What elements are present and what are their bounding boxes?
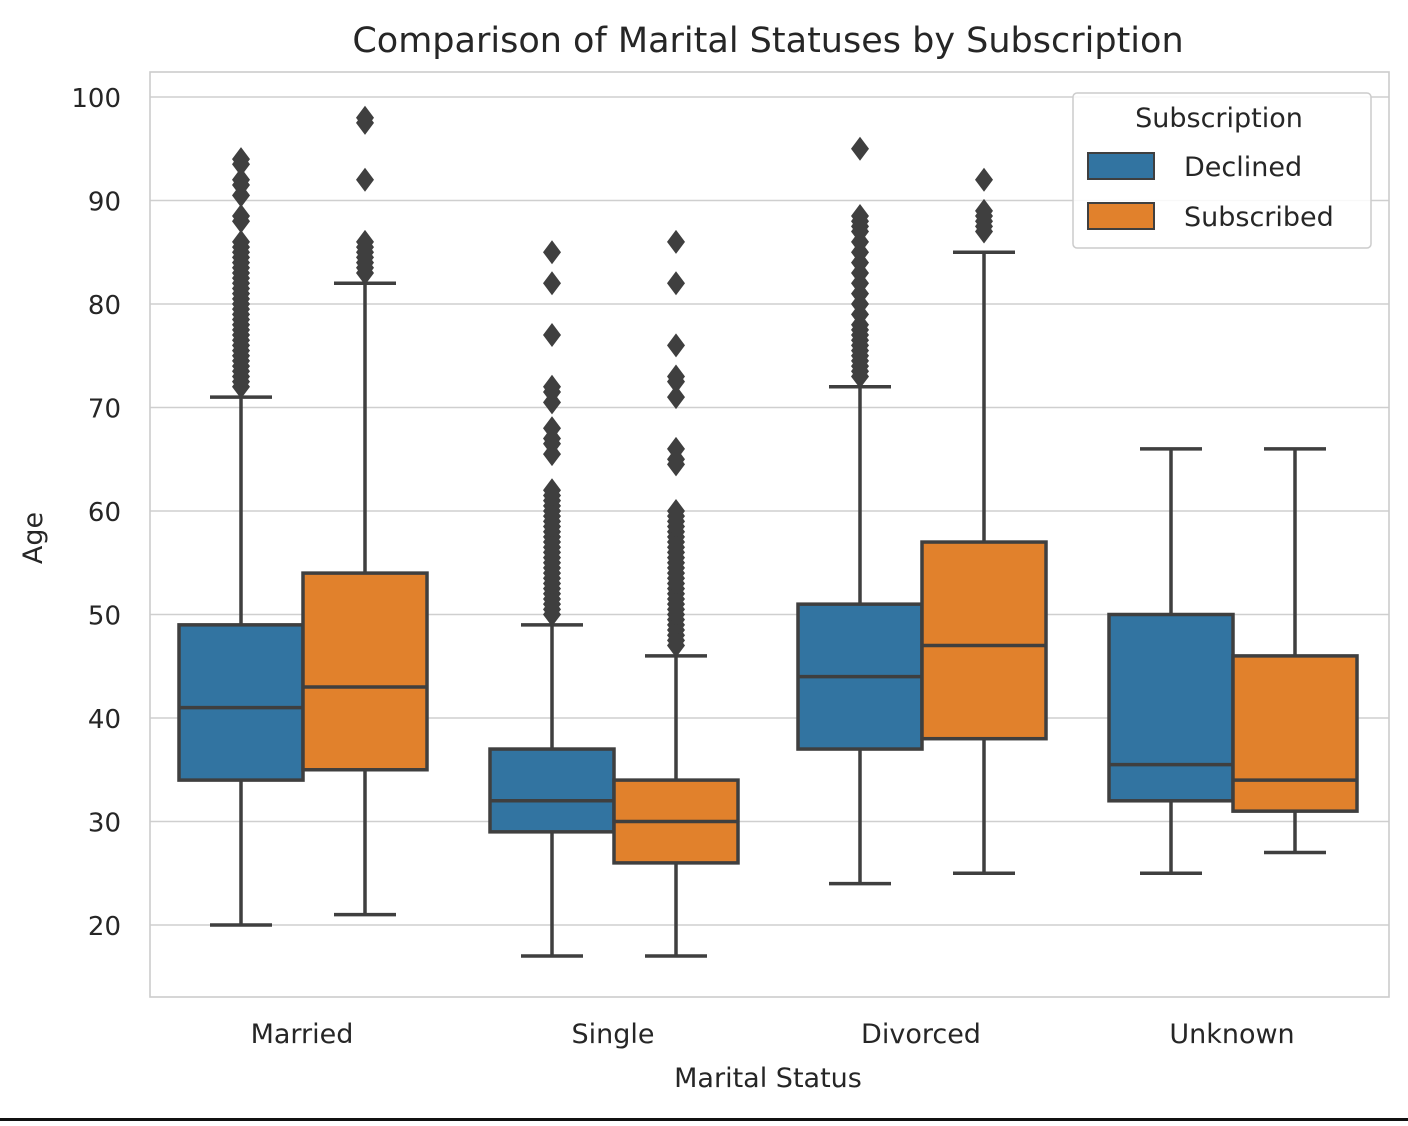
legend-label-subscribed: Subscribed: [1184, 202, 1334, 233]
box-body: [1231, 654, 1359, 813]
chart-title: Comparison of Marital Statuses by Subscr…: [352, 21, 1183, 61]
y-tick-label: 20: [88, 912, 121, 942]
plot-frame: [149, 71, 1390, 998]
box-single-declined: [488, 240, 616, 958]
y-tick-label: 40: [88, 705, 121, 735]
legend-title: Subscription: [1135, 103, 1303, 134]
y-tick-label: 30: [88, 809, 121, 839]
box-body: [920, 540, 1048, 741]
x-tick-label: Divorced: [861, 1019, 981, 1050]
outlier-marker: [543, 374, 561, 399]
outlier-marker: [232, 229, 250, 254]
outlier-marker: [667, 499, 685, 523]
y-tick-label: 60: [88, 498, 121, 528]
outlier-marker: [356, 105, 374, 130]
legend: Subscription Declined Subscribed: [1072, 92, 1372, 249]
y-tick-label: 80: [88, 291, 121, 321]
outlier-marker: [851, 136, 869, 161]
outlier-marker: [232, 204, 250, 229]
box-divorced-subscribed: [920, 167, 1048, 875]
box-single-subscribed: [612, 229, 740, 958]
outlier-marker: [667, 333, 685, 358]
outlier-marker: [543, 240, 561, 265]
box-unknown-subscribed: [1231, 447, 1359, 855]
legend-label-declined: Declined: [1184, 152, 1302, 183]
x-tick-label: Married: [251, 1019, 354, 1050]
outlier-marker: [667, 271, 685, 296]
outlier-marker: [543, 478, 561, 503]
y-tick-label: 50: [88, 602, 121, 632]
chart-text: Comparison of Marital Statuses by Subscr…: [18, 21, 1295, 1094]
y-tick-label: 70: [88, 395, 121, 425]
y-axis-label: Age: [18, 512, 49, 564]
box-body: [301, 571, 429, 772]
outlier-marker: [356, 229, 374, 254]
legend-swatch-subscribed: [1087, 202, 1155, 230]
outlier-marker: [232, 167, 250, 192]
outlier-marker: [975, 198, 993, 223]
x-tick-label: Single: [571, 1019, 654, 1050]
outlier-marker: [851, 204, 869, 229]
outlier-marker: [667, 364, 685, 389]
bottom-border: [0, 1118, 1408, 1121]
outlier-marker: [975, 167, 993, 192]
boxes: [177, 105, 1359, 958]
box-body: [488, 747, 616, 834]
x-axis-label: Marital Status: [674, 1063, 862, 1094]
x-tick-label: Unknown: [1169, 1019, 1294, 1050]
box-divorced-declined: [796, 136, 924, 886]
outlier-marker: [543, 323, 561, 348]
outlier-marker: [667, 436, 685, 461]
outlier-marker: [543, 416, 561, 441]
box-married-subscribed: [301, 105, 429, 917]
box-married-declined: [177, 147, 305, 927]
outlier-marker: [356, 167, 374, 192]
outlier-marker: [232, 147, 250, 172]
outlier-marker: [543, 271, 561, 296]
box-body: [177, 623, 305, 782]
outlier-marker: [667, 229, 685, 254]
outlier-marker: [667, 385, 685, 410]
box-body: [1107, 612, 1235, 803]
y-tick-label: 90: [88, 188, 121, 218]
y-tick-label: 100: [71, 84, 121, 114]
legend-swatch-declined: [1087, 152, 1155, 180]
